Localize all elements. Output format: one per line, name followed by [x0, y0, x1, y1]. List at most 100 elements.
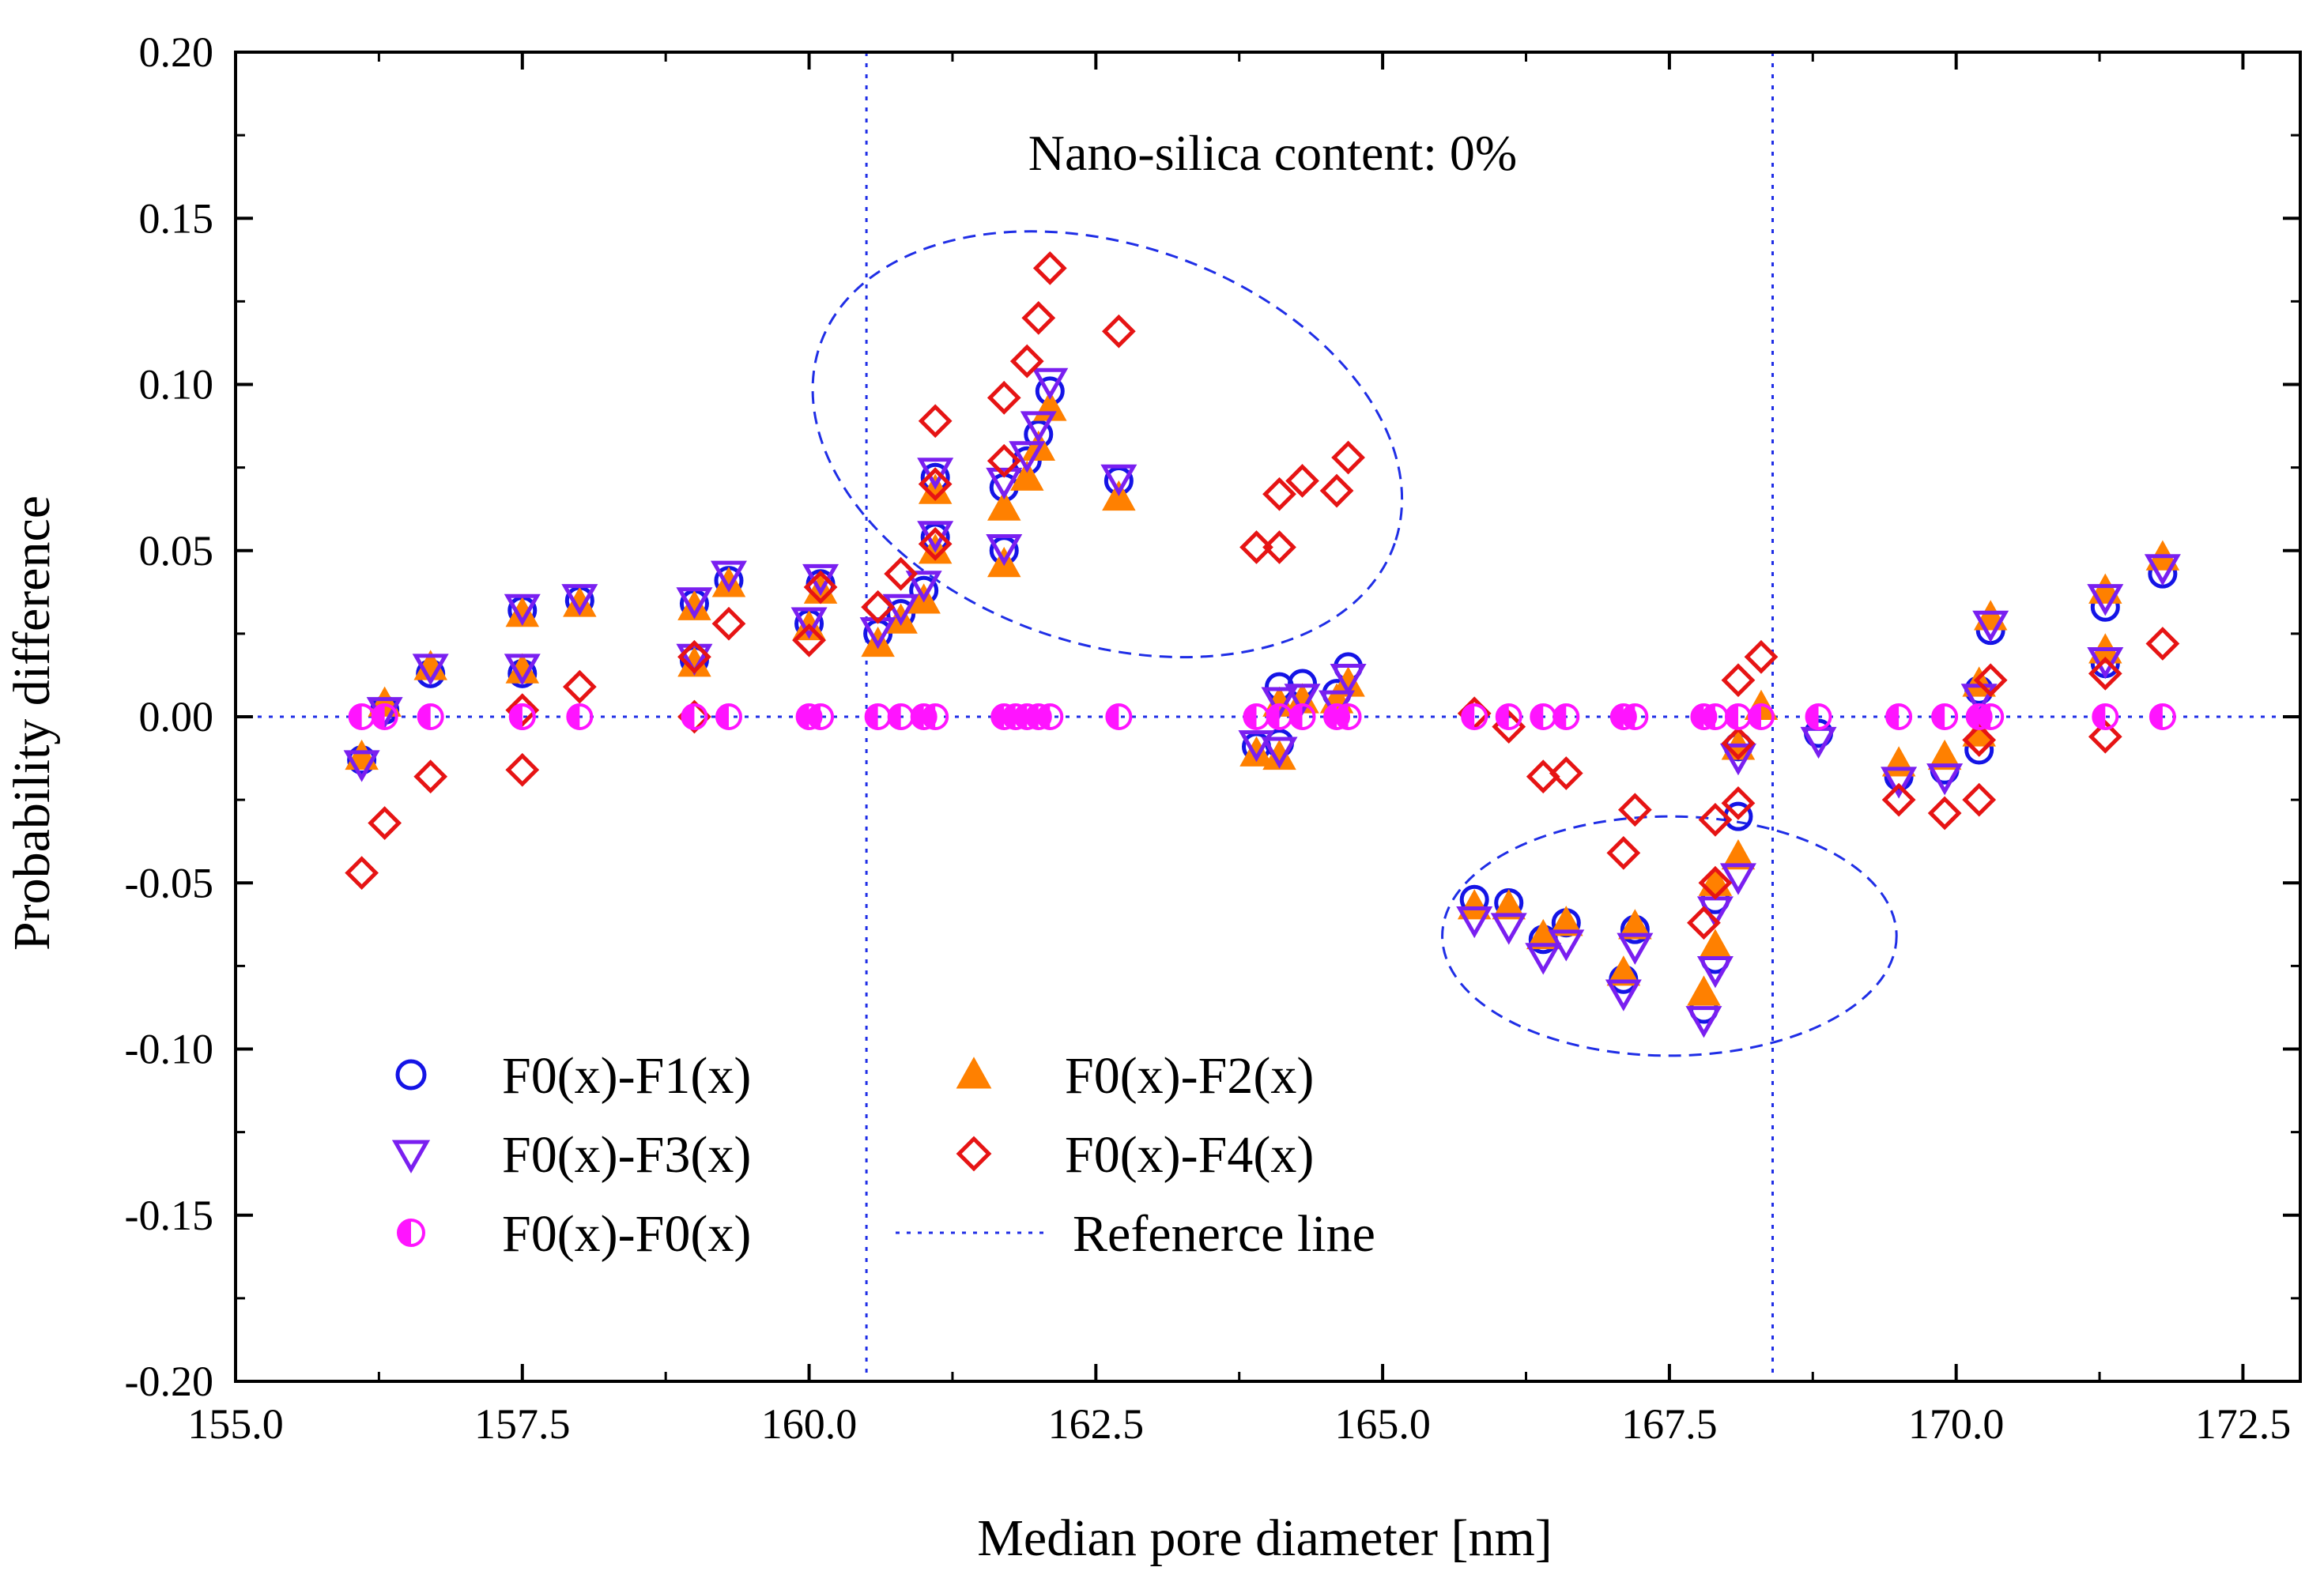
data-point — [1288, 703, 1316, 730]
data-point — [1261, 736, 1298, 769]
legend-marker — [956, 1136, 992, 1172]
legend-item: F0(x)-F0(x) — [397, 1205, 751, 1263]
data-point — [1698, 865, 1733, 900]
data-point — [1973, 663, 2008, 698]
data-point — [1977, 703, 2005, 730]
legend-marker — [395, 1059, 427, 1091]
x-tick-label: 165.0 — [1334, 1400, 1431, 1448]
data-point — [677, 639, 711, 674]
series-F0(x)-F0(x) — [348, 703, 2176, 730]
legend-item: F0(x)-F1(x) — [395, 1047, 751, 1105]
data-point — [1552, 703, 1580, 730]
data-point — [343, 750, 380, 782]
data-point — [910, 703, 938, 730]
data-point — [508, 703, 536, 730]
data-point — [1927, 739, 1962, 770]
data-points — [343, 251, 2181, 1038]
data-point — [2149, 703, 2176, 730]
data-point — [2088, 656, 2122, 691]
data-point — [1721, 785, 1756, 820]
data-point — [1744, 639, 1779, 674]
data-point — [792, 623, 826, 657]
data-point — [1032, 251, 1067, 285]
axes: 155.0 157.5 160.0 162.5 165.0 167.5 170.0 172.5… — [125, 28, 2302, 1448]
data-point — [1881, 767, 1918, 799]
data-point — [1747, 703, 1775, 730]
upper-cluster-ellipse — [811, 230, 1404, 659]
data-point — [1285, 464, 1319, 498]
data-point — [345, 856, 379, 891]
data-point — [1719, 863, 1756, 895]
data-point — [2144, 554, 2181, 586]
data-point — [795, 703, 823, 730]
data-point — [987, 380, 1021, 415]
data-point — [1927, 796, 1962, 831]
data-point — [1881, 782, 1916, 817]
data-point — [807, 703, 835, 730]
data-point — [1721, 663, 1756, 698]
data-point — [1239, 530, 1273, 564]
data-point — [1331, 440, 1365, 475]
data-point — [2092, 703, 2119, 730]
data-point — [504, 593, 541, 626]
data-point — [1606, 836, 1641, 870]
legend-item: F0(x)-F2(x) — [956, 1047, 1314, 1105]
data-point — [1457, 889, 1492, 920]
data-point — [1962, 723, 1997, 757]
data-point — [1926, 763, 1964, 796]
x-tick-label: 172.5 — [2195, 1400, 2292, 1448]
data-point — [861, 590, 896, 624]
data-point — [1105, 703, 1133, 730]
data-point — [1721, 726, 1756, 761]
data-point — [1330, 664, 1367, 696]
data-point — [561, 584, 598, 616]
data-point — [1696, 956, 1734, 989]
data-point — [1621, 703, 1649, 730]
y-axis-label: Probability difference — [3, 495, 61, 951]
y-tick-label: 0.05 — [139, 527, 214, 575]
x-tick-label: 160.0 — [761, 1400, 858, 1448]
legend: F0(x)-F1(x) F0(x)-F2(x) F0(x)-F3(x) F0(x)-F… — [391, 1047, 1375, 1263]
data-point — [1021, 301, 1056, 335]
y-tick-label: 0.10 — [139, 361, 214, 409]
data-point — [803, 570, 838, 605]
data-point — [1100, 464, 1137, 496]
data-point — [504, 654, 541, 686]
data-point — [1698, 802, 1733, 837]
data-point — [1972, 610, 2009, 642]
y-tick-label: -0.20 — [125, 1358, 213, 1405]
y-tick-label: 0.00 — [139, 693, 214, 740]
legend-marker — [391, 1140, 431, 1173]
data-point — [1261, 687, 1298, 719]
data-point — [1284, 684, 1321, 716]
legend-item: F0(x)-F4(x) — [956, 1126, 1314, 1184]
data-point — [1456, 906, 1493, 939]
lower-cluster-ellipse — [1441, 815, 1898, 1057]
series-F0(x)-F2(x) — [345, 390, 2180, 1006]
data-point — [1606, 955, 1641, 986]
data-point — [1525, 943, 1562, 975]
data-point — [368, 806, 402, 840]
data-point — [1617, 793, 1652, 827]
data-point — [905, 571, 942, 603]
data-point — [918, 526, 953, 561]
data-point — [413, 759, 448, 794]
legend-marker — [397, 1219, 425, 1247]
data-point — [715, 703, 742, 730]
data-point — [2087, 646, 2124, 680]
data-point — [1962, 782, 1997, 817]
data-point — [986, 534, 1023, 567]
data-point — [1101, 314, 1136, 348]
x-tick-label: 162.5 — [1048, 1400, 1145, 1448]
data-point — [918, 404, 953, 439]
data-point — [2088, 719, 2122, 754]
data-point — [922, 703, 949, 730]
data-point — [987, 443, 1021, 478]
data-point — [1009, 344, 1044, 379]
data-point — [1323, 703, 1351, 730]
data-point — [790, 607, 828, 639]
data-point — [1495, 703, 1522, 730]
data-point — [917, 458, 954, 490]
data-point — [1685, 1006, 1722, 1038]
